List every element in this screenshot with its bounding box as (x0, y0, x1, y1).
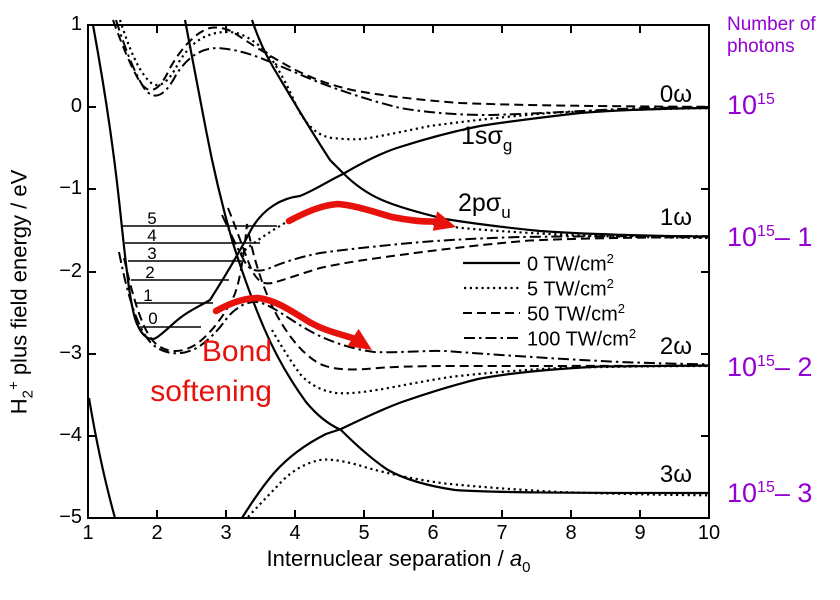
plot-frame (87, 24, 710, 519)
y-tick-m2: −2 (59, 260, 82, 282)
label-1s-sigma-g: 1sσg (461, 122, 513, 155)
vib-level-0: 0 (148, 309, 158, 328)
vib-level-5: 5 (147, 209, 157, 228)
vib-level-4: 4 (147, 226, 157, 245)
legend-item-0TW: 0 TW/cm2 (527, 251, 614, 276)
y-tick-m5: −5 (59, 506, 82, 528)
curve-2p-sigma-u-minus-3w (183, 19, 710, 495)
curves-0TW-solid (87, 19, 710, 519)
dashdot-upper-adiabatic (115, 19, 710, 117)
photon-count-2w: 1015– 2 (727, 352, 813, 382)
label-3-omega: 3ω (659, 461, 692, 488)
photon-count-3w: 1015– 3 (727, 478, 813, 508)
bond-softening-arrows (212, 200, 456, 350)
plot-border (87, 24, 710, 519)
x-tick-10: 10 (697, 522, 721, 544)
x-tick-2: 2 (151, 522, 163, 544)
curve-lower-left-wall (87, 397, 117, 519)
bond-softening-annotation: Bond softening (96, 332, 272, 412)
curve-1s-sigma-g (91, 24, 710, 341)
y-ticks-left (88, 24, 96, 519)
x-tick-9: 9 (634, 522, 646, 544)
x-tick-3: 3 (220, 522, 232, 544)
x-tick-5: 5 (358, 522, 370, 544)
legend-item-100TW: 100 TW/cm2 (527, 326, 637, 351)
photon-count-0w: 1015 (727, 90, 775, 120)
curves-100TW-dashdot (115, 19, 710, 366)
red-arrow-1w (285, 200, 439, 225)
x-ticks-bottom (87, 510, 710, 518)
dotted-3w-channel (247, 458, 710, 518)
photon-count-1w: 1015– 1 (727, 222, 813, 252)
y-tick-m1: −1 (59, 177, 82, 199)
x-axis-label: Internuclear separation / a0 (266, 546, 531, 576)
bond-softening-line2: softening (150, 375, 272, 408)
y-tick-m4: −4 (59, 424, 82, 446)
legend-item-50TW: 50 TW/cm2 (527, 301, 625, 326)
x-tick-1: 1 (82, 522, 94, 544)
label-2-omega: 2ω (659, 333, 692, 360)
vib-level-3: 3 (147, 244, 157, 263)
curves-50TW-dashed (112, 19, 710, 371)
dashdot-2w-branch (118, 251, 710, 366)
y-tick-1: 1 (70, 13, 82, 35)
bond-softening-line1: Bond (201, 335, 272, 368)
red-arrow-2w (212, 294, 358, 342)
x-tick-6: 6 (427, 522, 439, 544)
dashdot-1w-branch (221, 214, 710, 272)
dotted-upper-adiabatic (118, 19, 710, 141)
dashed-2w-branch (123, 223, 710, 371)
curve-2p-sigma-u-minus-1w (250, 19, 710, 238)
y-tick-m3: −3 (59, 342, 82, 364)
y-axis-label: H2+ plus field energy / eV (5, 169, 37, 415)
x-tick-8: 8 (565, 522, 577, 544)
curves-5TW-dotted (118, 19, 710, 518)
label-0-omega: 0ω (659, 81, 692, 108)
x-tick-4: 4 (289, 522, 301, 544)
legend-item-5TW: 5 TW/cm2 (527, 276, 614, 301)
dashed-upper-adiabatic (112, 19, 710, 108)
y-ticks-right (701, 24, 709, 519)
curve-1s-sigma-g-minus-2w (241, 364, 710, 519)
x-ticks-top (87, 25, 710, 33)
x-tick-7: 7 (496, 522, 508, 544)
label-2p-sigma-u: 2pσu (458, 189, 511, 222)
red-arrowhead-1w (432, 211, 456, 231)
y-tick-0: 0 (70, 95, 82, 117)
red-arrowhead-2w (347, 328, 372, 350)
photon-number-header: Number of photons (727, 14, 816, 57)
vib-level-2: 2 (145, 263, 155, 282)
vib-level-1: 1 (143, 286, 153, 305)
label-1-omega: 1ω (659, 204, 692, 231)
dotted-2w-channel (271, 329, 710, 395)
legend-line-samples (463, 261, 520, 339)
